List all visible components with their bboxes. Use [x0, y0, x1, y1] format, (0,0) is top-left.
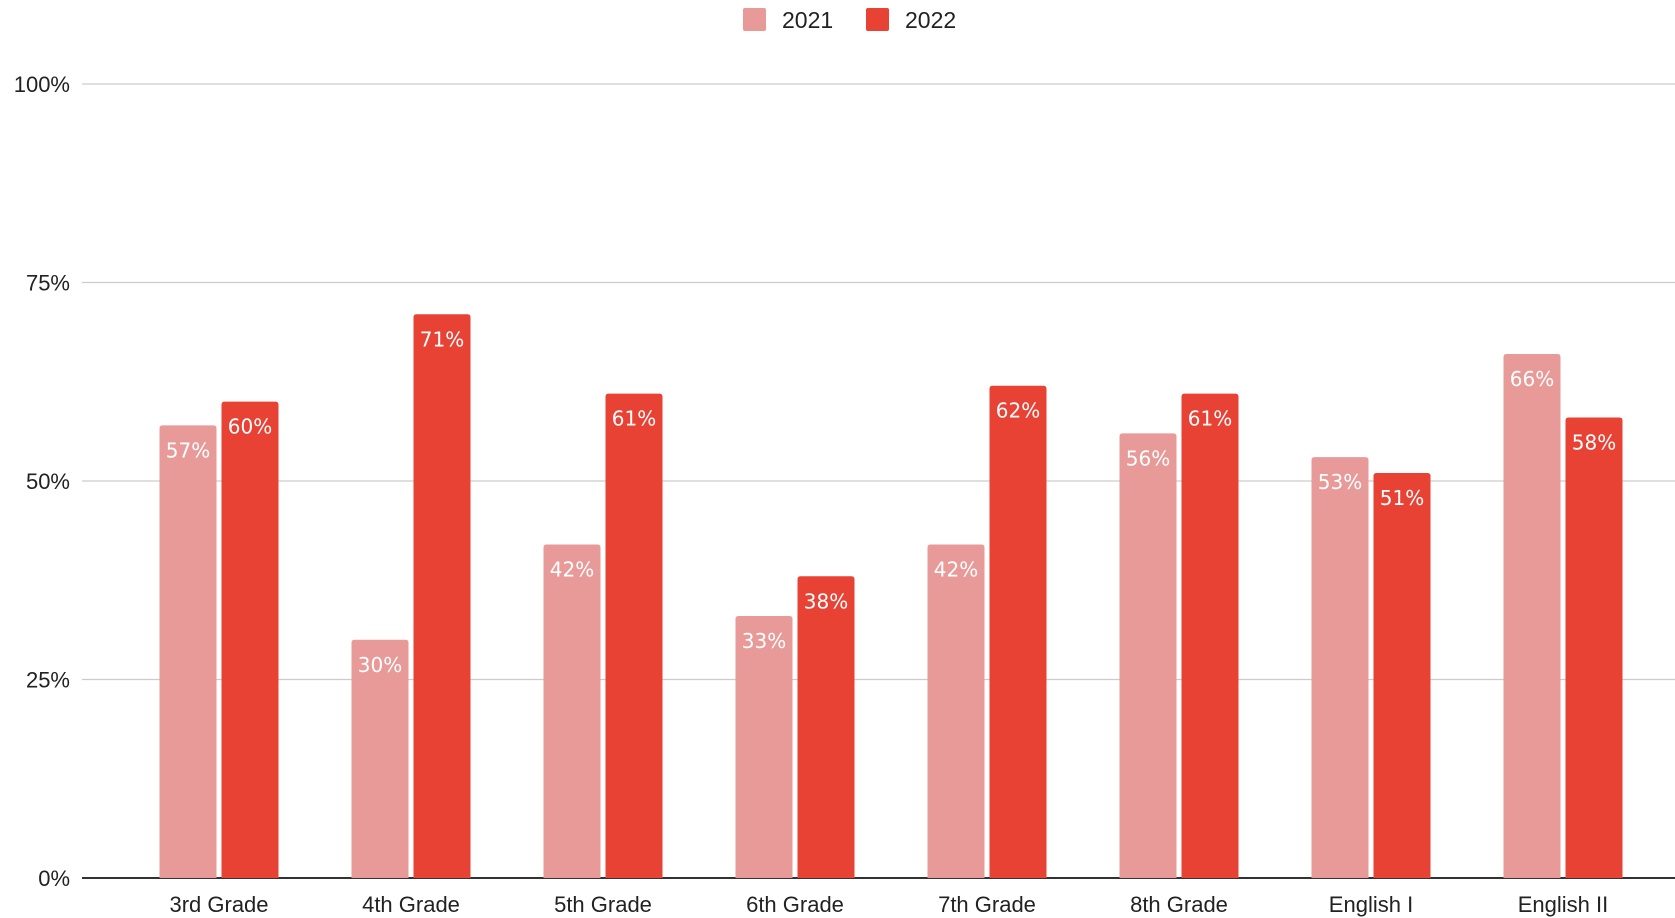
- bar-2022-8th-grade: [1181, 393, 1239, 878]
- gridlines: [82, 83, 1675, 879]
- x-tick-label: 3rd Grade: [169, 892, 268, 917]
- x-tick-label: English II: [1518, 892, 1609, 917]
- data-label: 60%: [228, 415, 272, 439]
- x-tick-label: 6th Grade: [746, 892, 844, 917]
- data-label: 61%: [612, 407, 656, 431]
- legend-swatch-2021: [743, 8, 766, 31]
- bar-2022-5th-grade: [605, 393, 663, 878]
- data-label: 71%: [420, 327, 464, 351]
- bar-2022-english-i: [1373, 473, 1431, 878]
- bar-2021-7th-grade: [927, 544, 985, 878]
- legend-swatch-2022: [866, 8, 889, 31]
- y-tick-label: 100%: [14, 72, 70, 97]
- data-label: 62%: [996, 399, 1040, 423]
- bar-2021-4th-grade: [351, 639, 409, 878]
- legend-label-2022: 2022: [905, 7, 956, 33]
- data-label: 38%: [804, 589, 848, 613]
- legend: 2021 2022: [743, 7, 956, 33]
- y-axis-tick-labels: 0% 25% 50% 75% 100%: [14, 72, 70, 891]
- x-tick-label: 4th Grade: [362, 892, 460, 917]
- y-tick-label: 75%: [26, 271, 70, 296]
- x-tick-label: English I: [1329, 892, 1413, 917]
- data-label: 53%: [1318, 470, 1362, 494]
- x-tick-label: 7th Grade: [938, 892, 1036, 917]
- bar-2022-6th-grade: [797, 576, 855, 878]
- bars: [159, 314, 1623, 879]
- bar-2021-5th-grade: [543, 544, 601, 878]
- y-tick-label: 25%: [26, 668, 70, 693]
- x-axis-tick-labels: 3rd Grade 4th Grade 5th Grade 6th Grade 7th …: [169, 892, 1608, 917]
- bar-2021-8th-grade: [1119, 433, 1177, 878]
- bar-2021-6th-grade: [735, 615, 793, 878]
- data-label: 66%: [1510, 367, 1554, 391]
- data-label: 61%: [1188, 407, 1232, 431]
- data-label: 58%: [1572, 430, 1616, 454]
- x-tick-label: 8th Grade: [1130, 892, 1228, 917]
- data-label: 33%: [742, 629, 786, 653]
- data-label: 42%: [934, 558, 978, 582]
- data-label: 57%: [166, 438, 210, 462]
- bar-2022-4th-grade: [413, 314, 471, 878]
- bar-2022-english-ii: [1565, 417, 1623, 878]
- bar-2021-3rd-grade: [159, 425, 217, 878]
- data-label: 51%: [1380, 486, 1424, 510]
- legend-label-2021: 2021: [782, 7, 833, 33]
- y-tick-label: 0%: [38, 866, 70, 891]
- x-tick-label: 5th Grade: [554, 892, 652, 917]
- data-labels: 57% 60% 30% 71% 42% 61% 33% 38% 42% 62% 56% 61% 53% 5…: [166, 327, 1616, 677]
- y-tick-label: 50%: [26, 469, 70, 494]
- bar-2022-7th-grade: [989, 385, 1047, 878]
- bar-2021-english-i: [1311, 457, 1369, 878]
- bar-2021-english-ii: [1503, 353, 1561, 879]
- data-label: 42%: [550, 558, 594, 582]
- data-label: 56%: [1126, 446, 1170, 470]
- bar-2022-3rd-grade: [221, 401, 279, 878]
- data-label: 30%: [358, 653, 402, 677]
